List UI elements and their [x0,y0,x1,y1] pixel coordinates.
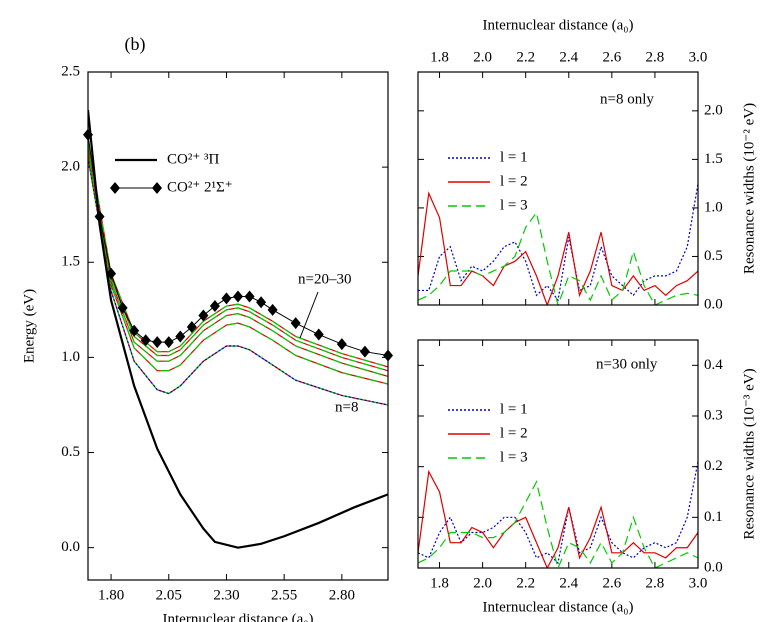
legend-label: CO²⁺ 2¹Σ⁺ [167,179,233,195]
diamond-marker [175,330,186,343]
y-tick-label: 0.3 [704,407,723,423]
series-line [88,134,388,356]
series-line [418,480,698,568]
x-tick-label: 2.30 [213,587,239,603]
rydberg-curve [88,157,388,406]
y-axis-label: Energy (eV) [21,289,37,363]
legend-label: CO²⁺ ³Π [167,151,219,167]
y-tick-label: 0.4 [704,357,723,373]
rydberg-curve [88,151,388,385]
diamond-marker [221,292,232,305]
x-tick-label: 2.8 [646,49,665,65]
plot-frame [87,71,389,581]
y-tick-label: 2.0 [704,102,723,118]
y-tick-label: 0.0 [61,539,80,555]
y-tick-label: 1.5 [61,254,80,270]
rydberg-curve [88,144,388,372]
diamond-marker [244,290,255,303]
legend-marker [152,182,162,194]
legend-label: l = 3 [500,449,528,465]
x-tick-label: 2.2 [516,49,535,65]
diamond-marker [336,338,347,351]
y-tick-label: 0.0 [704,296,723,312]
diamond-marker [186,320,197,333]
diamond-marker [313,328,324,341]
legend-label: l = 1 [500,149,528,165]
x-tick-label: 2.0 [473,49,492,65]
diamond-marker [233,290,243,303]
rydberg-curve [88,140,388,368]
x-tick-label: 2.0 [473,575,492,591]
series-line [418,211,698,305]
diamond-marker [140,334,151,347]
y-tick-label: 0.0 [704,559,723,575]
x-tick-label: 3.0 [689,575,708,591]
annotation-arrow [299,291,319,339]
x-tick-label: 3.0 [689,49,708,65]
annotation: n=8 only [600,91,654,107]
x-axis-label: Internuclear distance (a₀) [483,17,634,33]
diamond-marker [152,336,163,349]
x-tick-label: 1.8 [430,49,449,65]
legend-label: l = 1 [500,401,528,417]
diamond-marker [106,267,117,280]
diamond-marker [163,336,174,349]
x-tick-label: 2.4 [559,49,578,65]
x-tick-label: 2.2 [516,575,535,591]
series-line [418,191,698,305]
rydberg-curve [88,144,388,372]
y-axis-label: Resonance widths (10⁻² eV) [741,103,757,274]
x-tick-label: 2.80 [329,587,355,603]
x-tick-label: 2.6 [602,575,621,591]
diamond-marker [129,324,140,337]
diamond-marker [359,345,370,358]
x-axis-label: Internuclear distance (a₀) [483,599,634,615]
y-tick-label: 1.0 [704,199,723,215]
series-line [88,109,388,549]
diamond-marker [94,210,105,223]
y-tick-label: 2.0 [61,159,80,175]
diamond-marker [117,301,128,314]
annotation: n=20–30 [298,271,351,287]
y-axis-label: Resonance widths (10⁻³ eV) [741,368,757,539]
x-tick-label: 2.55 [271,587,297,603]
diamond-marker [290,317,301,330]
y-tick-label: 2.5 [61,63,80,79]
y-tick-label: 0.1 [704,509,723,525]
legend-label: l = 2 [500,425,528,441]
x-tick-label: 1.8 [430,575,449,591]
rydberg-curve [88,151,388,385]
legend-marker [110,182,120,194]
annotation: (b) [125,34,146,55]
diamond-marker [267,303,278,316]
x-tick-label: 2.8 [646,575,665,591]
x-tick-label: 2.6 [602,49,621,65]
y-tick-label: 0.5 [61,444,80,460]
x-axis-label: Internuclear distance (a₀) [163,611,314,622]
annotation: n=8 [335,399,358,415]
x-tick-label: 2.05 [156,587,182,603]
y-tick-label: 1.0 [61,349,80,365]
plot-frame [417,71,699,306]
series-line [418,461,698,565]
rydberg-curve [88,148,388,377]
diamond-marker [198,309,209,322]
y-tick-label: 1.5 [704,151,723,167]
plot-frame [417,339,699,569]
y-tick-label: 0.2 [704,458,723,474]
x-tick-label: 2.4 [559,575,578,591]
diamond-marker [256,296,267,309]
annotation: n=30 only [596,356,658,372]
series-line [418,469,698,568]
legend-label: l = 2 [500,173,528,189]
legend-label: l = 3 [500,197,528,213]
x-tick-label: 1.80 [98,587,124,603]
series-line [418,183,698,302]
y-tick-label: 0.5 [704,248,723,264]
diamond-marker [209,300,220,313]
